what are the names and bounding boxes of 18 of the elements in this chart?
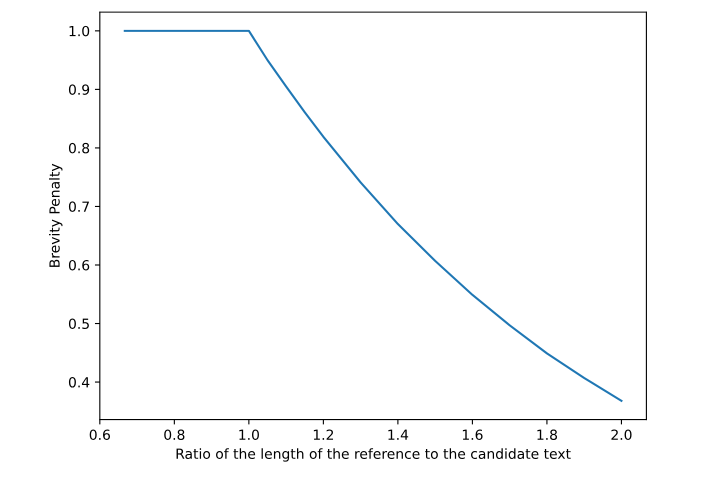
y-tick-label: 0.9 <box>68 84 90 95</box>
y-tick-label: 0.4 <box>68 377 90 388</box>
x-tick-label: 2.0 <box>611 429 632 440</box>
x-tick-label: 1.0 <box>239 429 259 440</box>
y-tick-label: 0.6 <box>68 260 90 270</box>
y-tick-label: 0.8 <box>68 142 90 154</box>
line-series <box>124 30 622 402</box>
y-tick-label: 1.0 <box>70 26 90 36</box>
y-tick-label: 0.5 <box>68 318 89 330</box>
y-tick-label: 0.7 <box>68 201 89 212</box>
x-tick-label: 0.6 <box>90 429 110 440</box>
x-tick-label: 1.2 <box>314 429 334 440</box>
x-tick-label: 0.8 <box>164 429 184 440</box>
x-tick-label: 1.4 <box>388 430 408 440</box>
x-tick-label: 1.6 <box>462 429 483 440</box>
x-tick-label: 1.8 <box>537 429 558 440</box>
y-axis-title: Brevity Penalty <box>49 164 62 267</box>
x-axis-title: Ratio of the length of the reference to the candidate text <box>176 448 571 462</box>
